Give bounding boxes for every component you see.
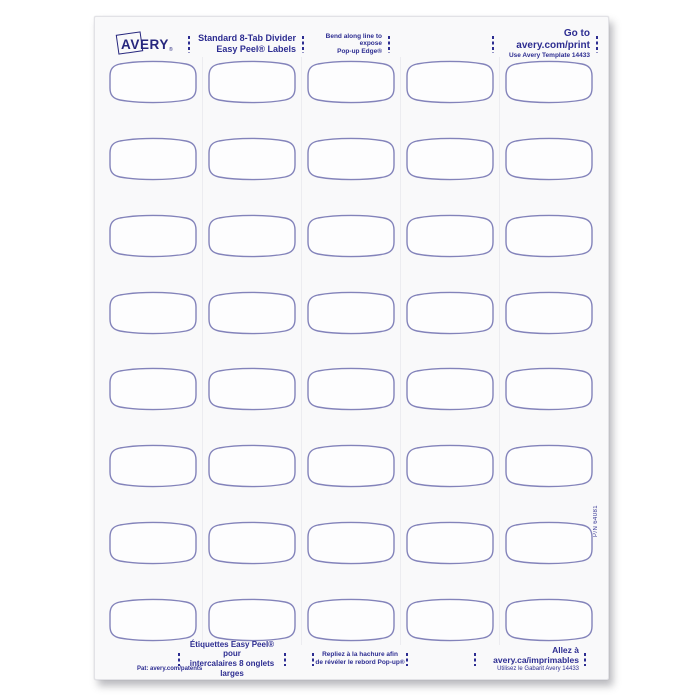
label-row xyxy=(108,597,594,643)
dashed-separator xyxy=(388,35,390,53)
product-title-french-line1: Étiquettes Easy Peel® pour xyxy=(189,639,275,659)
perforation-line xyxy=(400,57,401,645)
print-instruction-french-line1: Allez à avery.ca/imprimables xyxy=(493,645,579,665)
label-row xyxy=(108,443,594,489)
label-sheet: AVERY ® Standard 8-Tab Divider Easy Peel… xyxy=(94,16,609,680)
dashed-separator xyxy=(584,652,586,666)
avery-logo-text: AVERY xyxy=(121,36,170,52)
dashed-separator xyxy=(302,35,304,53)
dashed-separator xyxy=(406,652,408,666)
divider-label xyxy=(307,214,395,257)
label-row xyxy=(108,59,594,105)
label-row xyxy=(108,520,594,566)
divider-label xyxy=(307,137,395,181)
label-row xyxy=(108,136,594,182)
perforation-line xyxy=(202,57,203,645)
product-title-line2: Easy Peel® Labels xyxy=(216,44,296,54)
divider-label xyxy=(406,60,494,104)
divider-label xyxy=(505,60,593,104)
product-title: Standard 8-Tab Divider Easy Peel® Labels xyxy=(191,33,301,54)
product-title-french-line2: intercalaires 8 onglets larges xyxy=(189,659,275,678)
perforation-line xyxy=(499,57,500,645)
perforation-line xyxy=(301,57,302,645)
divider-label xyxy=(109,445,197,488)
print-instruction: Go to avery.com/print Use Avery Template… xyxy=(495,28,595,60)
divider-label xyxy=(406,368,494,411)
divider-label xyxy=(109,521,197,565)
product-title-line1: Standard 8-Tab Divider xyxy=(198,33,296,44)
label-row xyxy=(108,366,594,412)
registered-mark: ® xyxy=(169,47,173,53)
divider-label xyxy=(208,291,296,334)
label-grid xyxy=(108,59,594,643)
divider-label xyxy=(307,521,395,565)
divider-label xyxy=(109,137,197,181)
divider-label xyxy=(406,214,494,257)
divider-label xyxy=(307,598,395,642)
divider-label xyxy=(109,598,197,642)
label-row xyxy=(108,213,594,259)
label-row xyxy=(108,290,594,336)
part-number: P/N 64081 xyxy=(593,505,599,537)
divider-label xyxy=(505,291,593,334)
divider-label xyxy=(406,521,494,565)
product-title-french: Étiquettes Easy Peel® pour intercalaires… xyxy=(181,640,283,678)
dashed-separator xyxy=(284,652,286,666)
dashed-separator xyxy=(178,652,180,666)
bend-instruction-french-line1: Repliez à la hachure afin xyxy=(322,651,398,659)
divider-label xyxy=(505,368,593,411)
divider-label xyxy=(406,291,494,334)
sheet-header: AVERY ® Standard 8-Tab Divider Easy Peel… xyxy=(107,25,599,63)
divider-label xyxy=(505,214,593,257)
divider-label xyxy=(307,445,395,488)
dashed-separator xyxy=(596,35,598,53)
print-instruction-line1: Go to avery.com/print xyxy=(516,28,590,51)
divider-label xyxy=(208,137,296,181)
bend-instruction: Bend along line to expose Pop-up Edge® xyxy=(305,33,387,56)
divider-label xyxy=(208,214,296,257)
divider-label xyxy=(208,60,296,104)
sheet-footer: Étiquettes Easy Peel® pour intercalaires… xyxy=(107,640,599,678)
divider-label xyxy=(406,137,494,181)
divider-label xyxy=(208,598,296,642)
bend-instruction-french: Repliez à la hachure afin de révéler le … xyxy=(315,651,405,667)
divider-label xyxy=(307,291,395,334)
divider-label xyxy=(109,368,197,411)
divider-label xyxy=(109,214,197,257)
divider-label xyxy=(406,445,494,488)
divider-label xyxy=(208,521,296,565)
divider-label xyxy=(109,291,197,334)
print-instruction-french-line2: Utilisez le Gabarit Avery 14433 xyxy=(497,666,579,672)
print-instruction-french: Allez à avery.ca/imprimables Utilisez le… xyxy=(477,645,583,673)
bend-instruction-line1: Bend along line to expose xyxy=(325,32,382,48)
divider-label xyxy=(505,137,593,181)
bend-instruction-line2: Pop-up Edge® xyxy=(337,47,382,55)
divider-label xyxy=(109,60,197,104)
patent-notice: Pat: avery.com/patents xyxy=(137,666,203,672)
bend-instruction-french-line2: de révéler le rebord Pop-up® xyxy=(315,659,405,666)
divider-label xyxy=(307,60,395,104)
divider-label xyxy=(208,368,296,411)
divider-label xyxy=(505,445,593,488)
divider-label xyxy=(208,445,296,488)
print-instruction-line2: Use Avery Template 14433 xyxy=(508,52,590,59)
dashed-separator xyxy=(312,652,314,666)
dashed-separator xyxy=(188,35,190,53)
dashed-separator xyxy=(492,35,494,53)
divider-label xyxy=(406,598,494,642)
divider-label xyxy=(505,521,593,565)
divider-label xyxy=(505,598,593,642)
dashed-separator xyxy=(474,652,476,666)
divider-label xyxy=(307,368,395,411)
avery-logo: AVERY ® xyxy=(107,31,187,56)
